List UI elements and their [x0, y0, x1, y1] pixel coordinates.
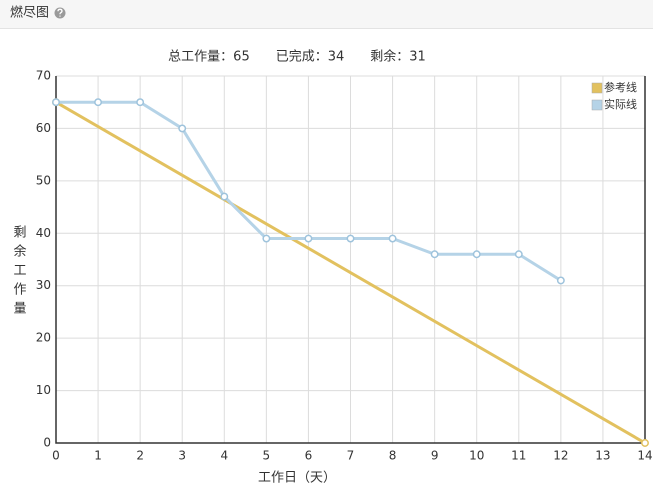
data-point [178, 124, 187, 133]
y-tick-label: 10 [36, 383, 51, 397]
x-tick-label: 4 [220, 449, 228, 463]
y-tick-label: 60 [36, 121, 51, 135]
y-tick-label: 40 [36, 226, 51, 240]
x-tick-label: 9 [431, 449, 439, 463]
x-tick-label: 8 [389, 449, 397, 463]
data-point [430, 250, 439, 259]
x-tick-label: 11 [511, 449, 526, 463]
data-point [472, 250, 481, 259]
help-icon[interactable] [54, 7, 66, 19]
x-axis-label: 工作日（天） [258, 471, 336, 486]
chart-subtitle: 总工作量：65 已完成：34 剩余：31 [168, 49, 426, 65]
help-icon-glyph [57, 8, 63, 17]
x-tick-label: 7 [347, 449, 355, 463]
legend-swatch [591, 99, 603, 111]
x-tick-label: 2 [136, 449, 144, 463]
x-tick-label: 3 [178, 449, 186, 463]
legend-swatch [591, 82, 603, 94]
y-tick-label: 0 [43, 436, 51, 450]
data-point [220, 192, 229, 201]
data-point [136, 98, 145, 107]
data-point [304, 234, 313, 243]
data-point [556, 276, 565, 285]
x-tick-label: 14 [637, 449, 652, 463]
data-point [52, 98, 60, 107]
legend-label: 实际线 [604, 97, 637, 111]
panel-title: 燃尽图 [10, 5, 49, 21]
y-tick-label: 30 [36, 278, 51, 292]
data-point [262, 234, 271, 243]
data-point [346, 234, 355, 243]
x-tick-label: 1 [94, 449, 102, 463]
x-tick-label: 5 [263, 449, 271, 463]
y-tick-label: 50 [36, 173, 51, 187]
data-point [388, 234, 397, 243]
data-point [641, 439, 649, 447]
y-tick-label: 70 [36, 69, 51, 83]
data-point [94, 98, 103, 107]
x-tick-label: 0 [52, 449, 60, 463]
x-tick-label: 10 [469, 449, 484, 463]
y-tick-label: 20 [36, 331, 51, 345]
series-line [55, 100, 646, 445]
legend-label: 参考线 [604, 80, 637, 94]
plot-frame [55, 76, 646, 444]
y-axis-label: 剩余工作量 [11, 225, 27, 320]
panel-header [0, 0, 653, 28]
x-tick-label: 6 [305, 449, 313, 463]
data-point [514, 250, 523, 259]
x-tick-label: 12 [553, 449, 568, 463]
x-tick-label: 13 [595, 449, 610, 463]
